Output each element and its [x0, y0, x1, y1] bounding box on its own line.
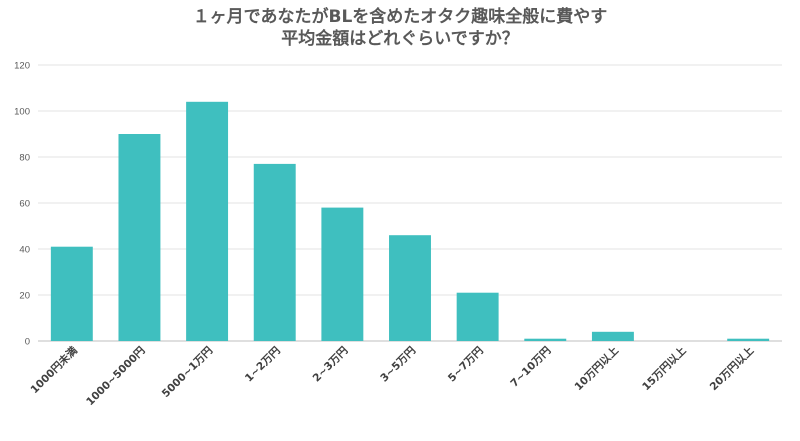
x-tick-label: 1~2万円	[243, 345, 283, 385]
x-tick-label: 1000円未満	[28, 344, 80, 396]
x-tick-label: 7~10万円	[508, 345, 553, 390]
x-tick-label: 5~7万円	[446, 345, 486, 385]
bar	[50, 246, 93, 341]
bar	[253, 163, 296, 341]
chart-title-line1: １ヶ月であなたがBLを含めたオタク趣味全般に費やす	[192, 7, 608, 27]
x-tick-label: 2~3万円	[311, 345, 351, 385]
x-tick-label: 15万円以上	[639, 344, 689, 394]
chart-title-line2: 平均金額はどれぐらいですか？	[281, 29, 519, 49]
y-tick-label: 100	[14, 107, 30, 118]
bar	[389, 235, 431, 341]
x-tick-label: 3~5万円	[378, 345, 418, 385]
bar	[118, 134, 161, 341]
y-tick-label: 40	[19, 245, 30, 256]
y-tick-label: 120	[14, 61, 30, 72]
bar	[456, 292, 499, 341]
y-tick-label: 60	[19, 199, 30, 210]
bar	[524, 338, 567, 341]
bar	[186, 101, 229, 341]
y-tick-label: 0	[25, 337, 30, 348]
x-tick-label: 10万円以上	[572, 344, 622, 394]
bar	[591, 331, 634, 341]
x-tick-label: 1000~5000円	[84, 345, 147, 408]
y-tick-label: 20	[19, 291, 30, 302]
chart-title: １ヶ月であなたがBLを含めたオタク趣味全般に費やす 平均金額はどれぐらいですか？	[0, 6, 800, 50]
x-tick-label: 5000~1万円	[160, 345, 215, 400]
x-tick-label: 20万円以上	[707, 344, 757, 394]
bar	[321, 207, 364, 341]
bar	[727, 338, 770, 341]
y-tick-label: 80	[19, 153, 30, 164]
